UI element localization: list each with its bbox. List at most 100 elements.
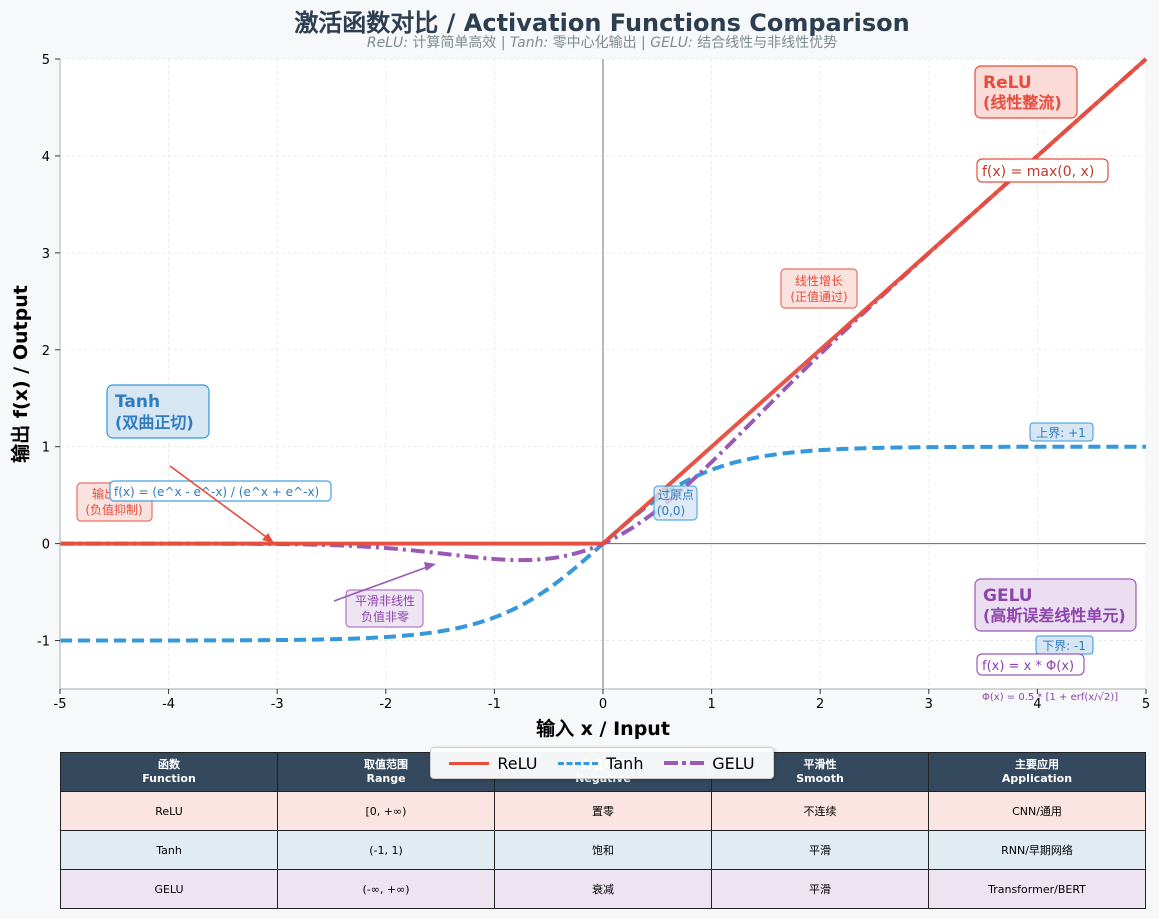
x-tick-label: 2 — [816, 697, 824, 712]
x-tick-label: 3 — [925, 697, 933, 712]
header-en: Range — [366, 772, 406, 785]
linear-growth-box — [780, 268, 858, 309]
header-zh: 平滑性 — [803, 758, 837, 771]
ticks: -5 -4 -3 -2 -1 0 1 2 3 4 5 -1 0 1 2 3 4 5 — [37, 53, 1150, 712]
table-body: ReLU [0, +∞) 置零 不连续 CNN/通用 Tanh (-1, 1) 饱和 平滑 RNN… — [60, 791, 1146, 909]
x-tick-label: 0 — [599, 697, 607, 712]
table-cell: Tanh — [60, 830, 278, 870]
table-cell: (-1, 1) — [277, 830, 495, 870]
y-tick-label: 0 — [42, 538, 50, 553]
table-cell: 平滑 — [711, 830, 929, 870]
legend: ReLU Tanh GELU — [430, 747, 774, 779]
legend-label: ReLU — [497, 753, 538, 773]
table-row: Tanh (-1, 1) 饱和 平滑 RNN/早期网络 — [60, 830, 1146, 870]
relu-label-name: ReLU — [983, 73, 1032, 93]
output-zero-line2: (负值抑制) — [85, 502, 142, 517]
y-tick-label: 5 — [42, 53, 50, 68]
table-header-cell: 函数 Function — [60, 752, 278, 792]
x-tick-label: 4 — [1033, 697, 1041, 712]
legend-swatch — [664, 761, 705, 765]
header-en: Function — [142, 772, 196, 785]
y-tick-label: 3 — [42, 247, 50, 262]
table-cell: 衰减 — [494, 869, 712, 909]
origin-box — [653, 485, 698, 521]
tanh-label-name: Tanh — [115, 392, 160, 412]
gelu-formula-box — [976, 653, 1085, 676]
series-layer — [60, 57, 1148, 643]
legend-swatch — [558, 761, 599, 765]
gelu-label-name: GELU — [983, 586, 1033, 606]
relu-formula-box — [976, 158, 1109, 183]
output-zero-arrowhead — [262, 533, 274, 543]
legend-item-relu: ReLU — [449, 754, 537, 773]
table-cell: 饱和 — [494, 830, 712, 870]
tanh-formula: f(x) = (e^x - e^-x) / (e^x + e^-x) — [114, 485, 319, 499]
relu-formula: f(x) = max(0, x) — [982, 164, 1094, 180]
table-cell: CNN/通用 — [928, 791, 1146, 831]
subtitle-tanh-text: 零中心化输出 | — [548, 35, 650, 51]
subtitle-relu-text: 计算简单高效 | — [408, 34, 510, 51]
table-cell: Transformer/BERT — [928, 869, 1146, 909]
x-tick-label: -1 — [488, 697, 501, 712]
subtitle-gelu-text: 结合线性与非线性优势 — [693, 35, 837, 51]
header-en: Application — [1001, 772, 1073, 785]
legend-label: Tanh — [606, 753, 644, 773]
smooth-box — [345, 589, 424, 628]
table-cell: [0, +∞) — [277, 791, 495, 831]
table-cell: 置零 — [494, 791, 712, 831]
table-cell: 不连续 — [711, 791, 929, 831]
subtitle-tanh-name: Tanh: — [510, 35, 548, 51]
header-zh: 主要应用 — [1015, 758, 1059, 771]
table-header-cell: 主要应用 Application — [928, 752, 1146, 792]
gelu-label-sub: (高斯误差线性单元) — [983, 606, 1126, 625]
smooth-arrow — [333, 565, 431, 602]
legend-item-gelu: GELU — [664, 753, 755, 773]
upper-bound-box — [1029, 422, 1094, 442]
header-en: Smooth — [796, 772, 844, 785]
output-zero-arrow — [169, 465, 270, 540]
y-tick-label: 1 — [42, 441, 50, 456]
x-tick-label: 1 — [707, 697, 715, 712]
chart-title: 激活函数对比 / Activation Functions Comparison — [294, 9, 909, 37]
subtitle-gelu-name: GELU: — [650, 35, 692, 51]
table-row: GELU (-∞, +∞) 衰减 平滑 Transformer/BERT — [60, 869, 1146, 909]
origin-line2: (0,0) — [657, 504, 685, 518]
lower-bound: 下界: -1 — [1042, 639, 1086, 653]
activation-chart: 激活函数对比 / Activation Functions Comparison… — [9, 9, 1150, 740]
x-tick-label: -5 — [54, 697, 67, 712]
linear-growth-line2: (正值通过) — [790, 289, 847, 304]
gelu-phi: Φ(x) = 0.5 * [1 + erf(x/√2)] — [982, 692, 1118, 703]
linear-growth-line1: 线性增长 — [795, 274, 843, 288]
table-cell: (-∞, +∞) — [277, 869, 495, 909]
relu-label-sub: (线性整流) — [983, 93, 1062, 112]
legend-swatch — [449, 761, 490, 765]
tanh-label-box — [106, 384, 210, 439]
origin-line1: 过原点 — [658, 488, 694, 502]
x-tick-label: -4 — [162, 697, 175, 712]
table-cell: GELU — [60, 869, 278, 909]
legend-label: GELU — [712, 753, 755, 773]
y-axis-label: 输出 f(x) / Output — [9, 285, 32, 463]
header-zh: 函数 — [158, 758, 180, 771]
y-tick-label: -1 — [37, 635, 50, 650]
table-cell: RNN/早期网络 — [928, 830, 1146, 870]
tanh-formula-box — [109, 480, 332, 502]
legend-item-tanh: Tanh — [558, 754, 643, 773]
series-line-relu — [60, 57, 1148, 546]
relu-label-box — [974, 65, 1078, 119]
table-cell: ReLU — [60, 791, 278, 831]
gelu-formula: f(x) = x * Φ(x) — [982, 659, 1074, 674]
subtitle-relu-name: ReLU: — [367, 35, 408, 51]
x-tick-label: -3 — [271, 697, 284, 712]
x-tick-label: 5 — [1142, 697, 1150, 712]
gelu-label-box — [974, 578, 1137, 632]
table-row: ReLU [0, +∞) 置零 不连续 CNN/通用 — [60, 791, 1146, 831]
upper-bound: 上界: +1 — [1036, 426, 1086, 440]
smooth-line1: 平滑非线性 — [355, 594, 415, 608]
table-cell: 平滑 — [711, 869, 929, 909]
header-zh: 取值范围 — [364, 758, 408, 771]
chart-subtitle: ReLU: 计算简单高效 | Tanh: 零中心化输出 | GELU: 结合线性… — [367, 34, 837, 51]
smooth-arrowhead — [424, 562, 436, 571]
y-tick-label: 4 — [42, 150, 50, 165]
tanh-label-sub: (双曲正切) — [115, 413, 194, 432]
